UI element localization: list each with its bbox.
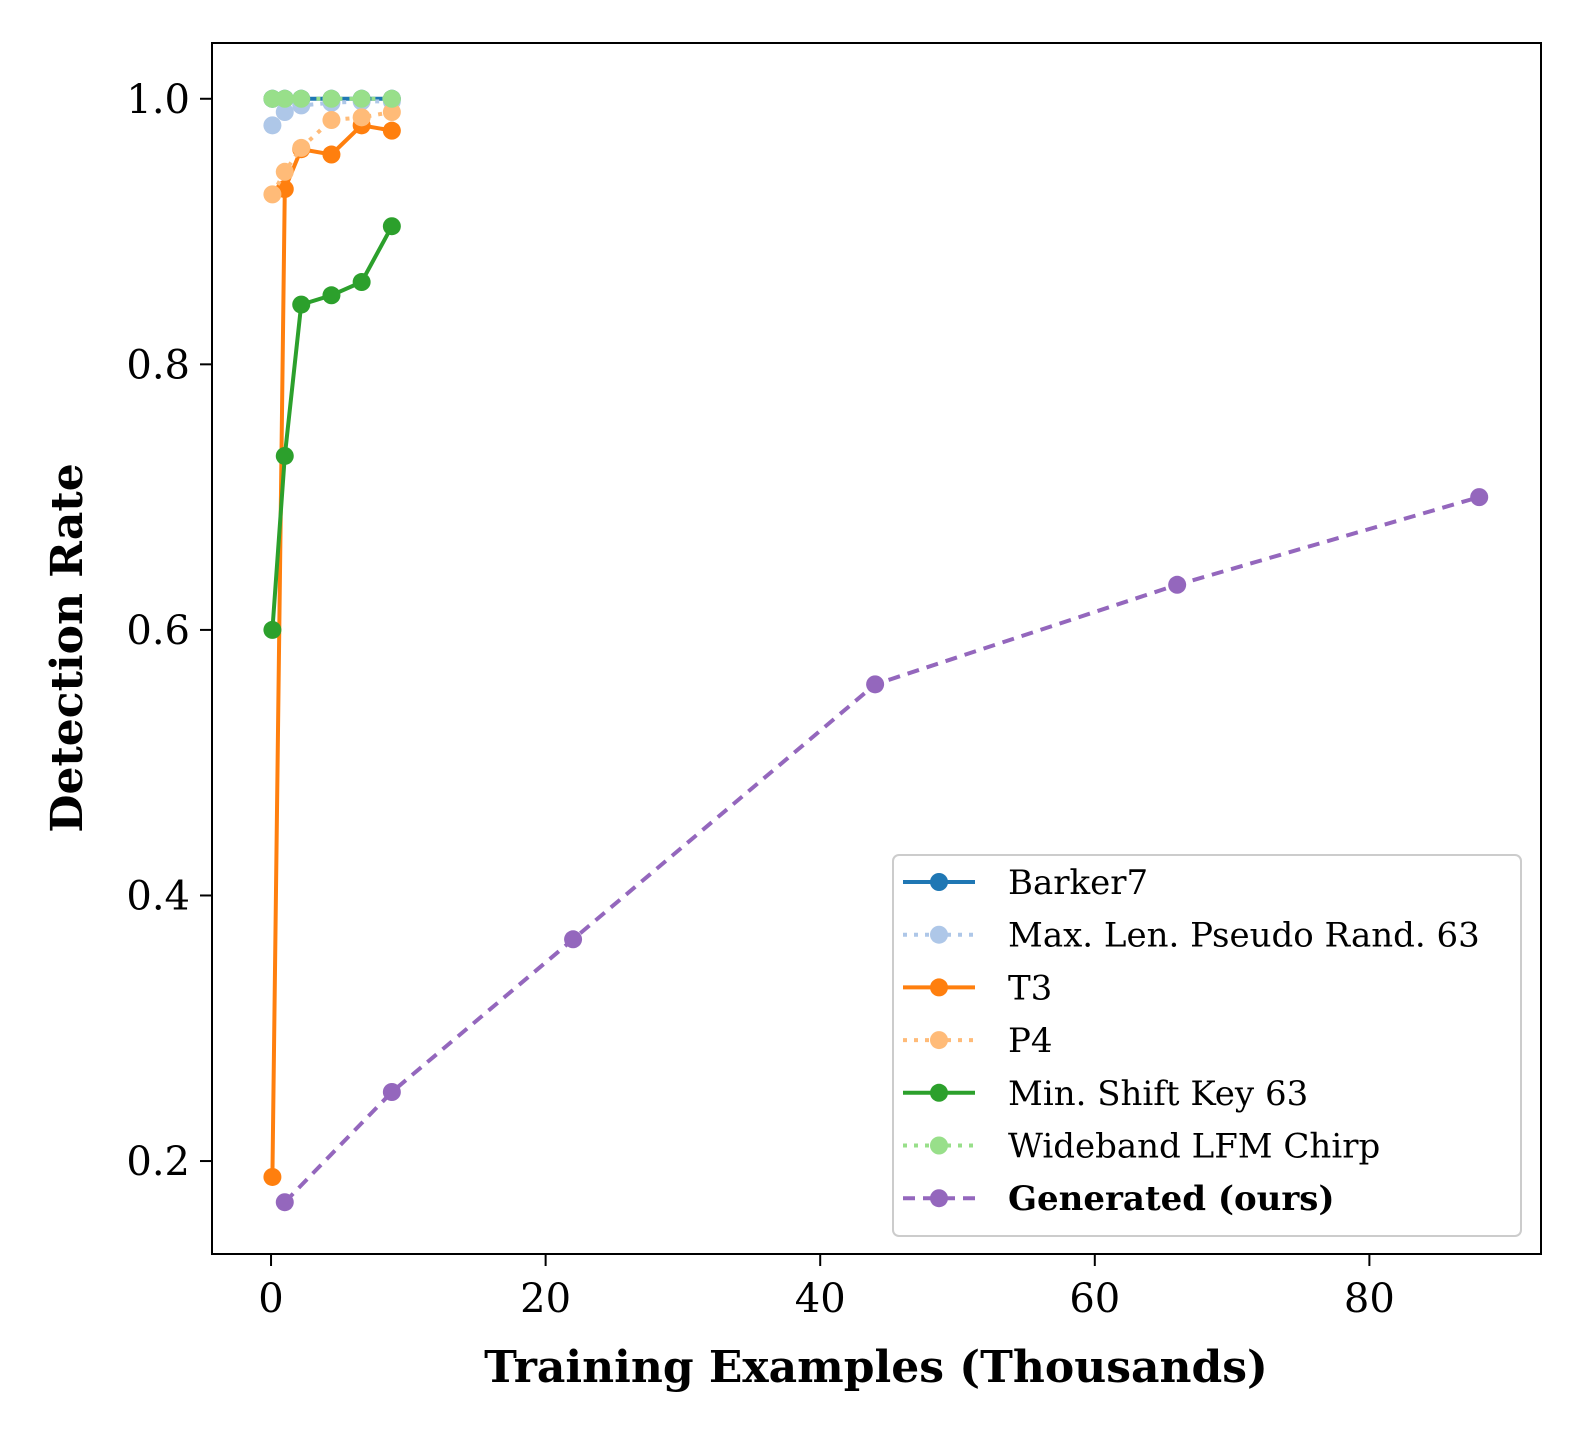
- legend-entry-t3: T3: [903, 968, 1052, 1008]
- point-wideband-lfm-chirp-5: [382, 89, 401, 108]
- plot-frame: [211, 42, 1542, 1255]
- point-generated-ours-0: [275, 1193, 294, 1212]
- point-min-shift-key-63-4: [352, 273, 371, 292]
- point-wideband-lfm-chirp-4: [352, 89, 371, 108]
- point-generated-ours-2: [564, 930, 583, 949]
- legend-label-p4: P4: [1008, 1021, 1053, 1061]
- point-min-shift-key-63-1: [275, 446, 294, 465]
- series-generated-ours: [275, 488, 1489, 1212]
- y-tick-label-0.8: 0.8: [126, 342, 190, 388]
- point-max-len-pseudo-rand-63-0: [263, 116, 282, 135]
- legend-marker-p4: [930, 1031, 948, 1050]
- point-t3-3: [322, 145, 341, 164]
- point-p4-0: [263, 185, 282, 204]
- point-p4-5: [382, 103, 401, 122]
- point-p4-4: [352, 108, 371, 127]
- legend-marker-barker7: [930, 873, 948, 891]
- point-generated-ours-4: [1168, 575, 1187, 594]
- point-min-shift-key-63-0: [263, 620, 282, 639]
- point-generated-ours-3: [866, 675, 885, 694]
- series-min-shift-key-63: [263, 217, 401, 639]
- point-generated-ours-1: [382, 1083, 401, 1102]
- legend: Barker7 Max. Len. Pseudo Rand. 63 T3 P4 Min.…: [892, 854, 1522, 1237]
- legend-entry-min-shift-key-63: Min. Shift Key 63: [903, 1074, 1308, 1114]
- legend-label-wideband-lfm-chirp: Wideband LFM Chirp: [1008, 1127, 1380, 1167]
- point-p4-2: [292, 138, 311, 157]
- y-tick-label-0.6: 0.6: [126, 608, 190, 654]
- legend-entry-wideband-lfm-chirp: Wideband LFM Chirp: [903, 1127, 1380, 1167]
- legend-marker-max-len-pseudo-rand-63: [930, 925, 948, 944]
- point-min-shift-key-63-5: [382, 217, 401, 236]
- legend-marker-min-shift-key-63: [930, 1083, 948, 1102]
- legend-marker-generated-ours: [930, 1189, 948, 1208]
- x-axis-label: Training Examples (Thousands): [484, 1342, 1268, 1393]
- point-max-len-pseudo-rand-63-1: [275, 103, 294, 122]
- series-wideband-lfm-chirp: [263, 89, 401, 108]
- x-tick-label-0: 0: [258, 1276, 283, 1322]
- series-p4: [263, 103, 401, 204]
- x-tick-label-80: 80: [1344, 1276, 1395, 1322]
- point-t3-0: [263, 1167, 282, 1186]
- legend-frame: [892, 854, 1522, 1237]
- legend-entry-p4: P4: [903, 1021, 1053, 1061]
- series-line-min-shift-key-63: [270, 225, 394, 631]
- point-p4-3: [322, 111, 341, 130]
- plot-marks: [263, 89, 1489, 1212]
- legend-label-barker7: Barker7: [1008, 863, 1148, 903]
- y-tick-label-0.2: 0.2: [126, 1139, 190, 1185]
- legend-marker-wideband-lfm-chirp: [930, 1136, 948, 1155]
- x-tick-label-20: 20: [520, 1276, 571, 1322]
- point-wideband-lfm-chirp-2: [292, 89, 311, 108]
- legend-entry-generated-ours: Generated (ours): [903, 1179, 1335, 1219]
- point-min-shift-key-63-2: [292, 295, 311, 314]
- legend-entry-max-len-pseudo-rand-63: Max. Len. Pseudo Rand. 63: [903, 916, 1480, 956]
- point-generated-ours-5: [1470, 488, 1489, 507]
- x-tick-label-60: 60: [1069, 1276, 1120, 1322]
- legend-marker-t3: [930, 978, 948, 997]
- legend-label-t3: T3: [1008, 968, 1052, 1008]
- y-tick-label-1: 1.0: [126, 77, 190, 123]
- y-tick-label-0.4: 0.4: [126, 873, 190, 919]
- series-line-generated-ours: [283, 495, 1480, 1204]
- legend-label-min-shift-key-63: Min. Shift Key 63: [1008, 1074, 1308, 1114]
- point-min-shift-key-63-3: [322, 286, 341, 305]
- point-wideband-lfm-chirp-3: [322, 89, 341, 108]
- legend-label-max-len-pseudo-rand-63: Max. Len. Pseudo Rand. 63: [1008, 916, 1480, 956]
- axis-ticks: 0 20 40 60 80 0.2 0.4 0.6 0.8 1.0: [126, 77, 1394, 1322]
- legend-label-generated-ours: Generated (ours): [1008, 1179, 1335, 1219]
- point-p4-1: [275, 162, 294, 181]
- y-axis-label: Detection Rate: [42, 463, 93, 832]
- point-wideband-lfm-chirp-0: [263, 89, 282, 108]
- point-t3-5: [382, 121, 401, 140]
- legend-entry-barker7: Barker7: [903, 863, 1148, 903]
- x-tick-label-40: 40: [795, 1276, 846, 1322]
- point-wideband-lfm-chirp-1: [275, 89, 294, 108]
